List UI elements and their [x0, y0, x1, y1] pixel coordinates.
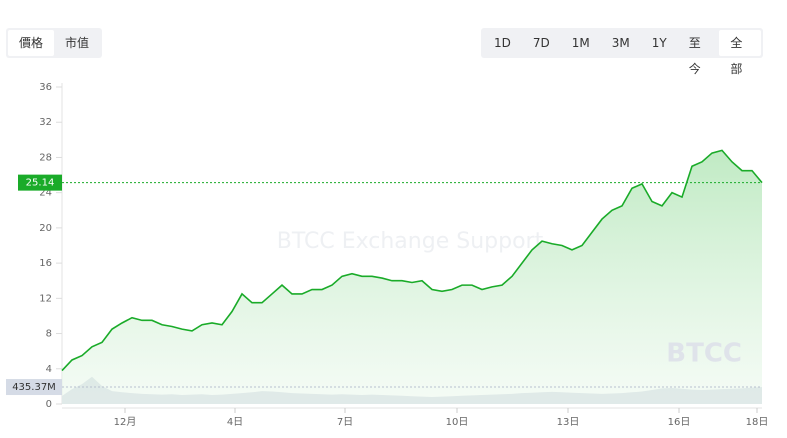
toggle-button[interactable]: 1D	[494, 36, 511, 50]
y-tick-label: 36	[39, 82, 52, 93]
x-tick-label: 12月	[114, 416, 137, 428]
x-tick-label: 4日	[227, 417, 243, 428]
toggle-button[interactable]: 市值	[65, 36, 90, 50]
y-tick-label: 8	[46, 329, 52, 340]
y-tick-label: 16	[39, 258, 52, 269]
y-tick-label: 20	[39, 223, 52, 234]
price-line	[61, 149, 763, 372]
toggle-button[interactable]: 1Y	[651, 36, 667, 50]
y-tick-label: 0	[46, 399, 52, 410]
x-tick-label: 16日	[668, 417, 691, 428]
last-price-box	[18, 174, 62, 191]
logo: BTCC	[666, 339, 742, 369]
y-tick-label: 12	[39, 293, 52, 304]
last-price-label: 25.14	[26, 178, 55, 189]
tab-group: 價格 市值	[6, 28, 103, 58]
x-tick-label: 13日	[557, 417, 580, 428]
x-tick-label: 18日	[746, 417, 769, 428]
y-tick-label: 32	[39, 117, 52, 128]
x-tick-label: 7日	[337, 417, 353, 428]
toggle-button[interactable]: 全部	[719, 30, 761, 76]
x-tick-label: 10日	[446, 417, 469, 428]
watermark: BTCC Exchange Support	[277, 229, 544, 254]
last-volume-box	[6, 379, 62, 396]
y-tick-label: 28	[39, 152, 52, 163]
last-volume-label: 435.37M	[12, 382, 56, 393]
y-tick-label: 4	[46, 364, 52, 375]
toggle-button[interactable]: 至今	[688, 36, 701, 76]
price-area	[62, 150, 762, 404]
y-tick-label: 24	[39, 188, 52, 199]
toggle-button[interactable]: 3M	[611, 36, 630, 50]
toggle-button[interactable]: 1M	[571, 36, 590, 50]
toggle-button[interactable]: 價格	[8, 30, 55, 56]
range-group: 1D 7D 1M 3M 1Y 至今 全部	[481, 28, 763, 76]
toggle-button[interactable]: 7D	[532, 36, 550, 50]
